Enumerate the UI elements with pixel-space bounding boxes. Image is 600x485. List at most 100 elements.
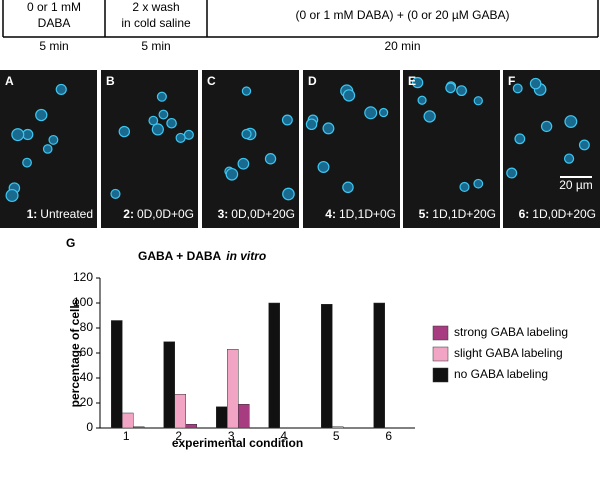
bar <box>332 426 344 429</box>
cell-nucleus <box>364 106 378 120</box>
cell-nucleus <box>48 134 59 145</box>
cell-nucleus <box>456 85 467 97</box>
legend-label: slight GABA labeling <box>454 346 563 360</box>
cell-nucleus <box>110 188 121 200</box>
panel-caption: 3: 0D,0D+20G <box>218 207 295 221</box>
cell-nucleus <box>506 167 518 179</box>
caption-number: 5: <box>419 207 430 221</box>
cell-nucleus <box>11 128 25 142</box>
bar <box>268 302 280 429</box>
cell-nucleus <box>305 118 318 131</box>
panel-letter: A <box>5 74 14 88</box>
bar <box>174 394 186 429</box>
y-tick-label: 60 <box>80 345 94 359</box>
legend-label: no GABA labeling <box>454 367 548 381</box>
cell-nucleus <box>175 132 186 143</box>
cell-nucleus <box>55 83 67 96</box>
caption-text: 1D,1D+20G <box>432 207 496 221</box>
caption-text: 1D,0D+20G <box>532 207 596 221</box>
cell-nucleus <box>225 167 239 181</box>
panel-caption: 4: 1D,1D+0G <box>325 207 396 221</box>
bar <box>373 302 385 429</box>
y-tick-label: 100 <box>73 295 93 309</box>
timeline-step-label: (0 or 1 mM DABA) + (0 or 20 µM GABA) <box>296 8 510 22</box>
title-italic: in vitro <box>226 249 266 263</box>
panel-letter: E <box>408 74 416 88</box>
cell-nucleus <box>445 82 456 94</box>
panel-caption: 2: 0D,0D+0G <box>123 207 194 221</box>
cell-nucleus <box>241 128 252 140</box>
y-tick-label: 80 <box>80 320 94 334</box>
bar <box>122 412 134 429</box>
timeline-step-label: 0 or 1 mM <box>27 0 81 14</box>
x-tick-label: 4 <box>280 429 287 443</box>
x-tick-label: 3 <box>228 429 235 443</box>
micrograph <box>202 70 299 228</box>
legend-swatch <box>432 367 449 383</box>
timeline-duration: 5 min <box>39 39 68 53</box>
y-tick-label: 0 <box>86 420 93 434</box>
cell-nucleus <box>5 188 19 203</box>
y-tick-label: 120 <box>73 270 93 284</box>
cell-nucleus <box>281 114 293 126</box>
cell-nucleus <box>118 125 131 138</box>
chart-title: GABA + DABA in vitro <box>138 249 266 263</box>
timeline-step-label: 2 x wash <box>132 0 179 14</box>
bar <box>185 424 197 429</box>
panel-letter: B <box>106 74 115 88</box>
panel-caption: 1: Untreated <box>27 207 93 221</box>
bar <box>111 320 123 429</box>
y-tick-label: 20 <box>80 395 94 409</box>
cell-nucleus <box>264 153 277 165</box>
cell-nucleus <box>473 96 483 106</box>
legend-swatch <box>432 325 449 341</box>
cell-nucleus <box>342 89 356 102</box>
bar <box>163 341 175 429</box>
panel-letter: D <box>308 74 317 88</box>
cell-nucleus <box>241 86 252 96</box>
cell-nucleus <box>342 181 354 194</box>
x-tick-label: 2 <box>175 429 182 443</box>
cell-nucleus <box>183 129 194 140</box>
cell-nucleus <box>378 107 389 118</box>
caption-number: 6: <box>519 207 530 221</box>
bar <box>133 426 145 429</box>
caption-text: 0D,0D+0G <box>137 207 194 221</box>
x-tick-label: 5 <box>333 429 340 443</box>
micrograph <box>403 70 500 228</box>
legend-label: strong GABA labeling <box>454 325 568 339</box>
cell-nucleus <box>317 160 330 173</box>
cell-nucleus <box>22 157 32 168</box>
bar <box>238 404 250 429</box>
cell-nucleus <box>529 77 542 90</box>
cell-nucleus <box>473 178 484 189</box>
bar <box>216 406 228 429</box>
cell-nucleus <box>35 108 48 122</box>
cell-nucleus <box>237 157 250 170</box>
legend-swatch <box>432 346 449 362</box>
cell-nucleus <box>423 110 436 123</box>
bar <box>321 304 333 429</box>
x-tick-label: 6 <box>385 429 392 443</box>
y-axis-label: percentage of cells <box>68 298 82 407</box>
bar <box>227 349 239 429</box>
panel-letter: G <box>66 236 75 250</box>
x-tick-label: 1 <box>123 429 130 443</box>
timeline-step-label: DABA <box>38 16 71 30</box>
cell-nucleus <box>512 83 523 94</box>
cell-nucleus <box>158 109 169 120</box>
cell-nucleus <box>417 95 427 105</box>
cell-nucleus <box>282 187 295 201</box>
panel-letter: C <box>207 74 216 88</box>
caption-number: 3: <box>218 207 229 221</box>
cell-nucleus <box>322 122 335 135</box>
cell-nucleus <box>42 144 53 154</box>
micrograph <box>101 70 198 228</box>
timeline-step-label: in cold saline <box>121 16 191 30</box>
cell-nucleus <box>459 181 470 193</box>
caption-text: 1D,1D+0G <box>339 207 396 221</box>
cell-nucleus <box>166 117 177 129</box>
cell-nucleus <box>564 115 578 129</box>
